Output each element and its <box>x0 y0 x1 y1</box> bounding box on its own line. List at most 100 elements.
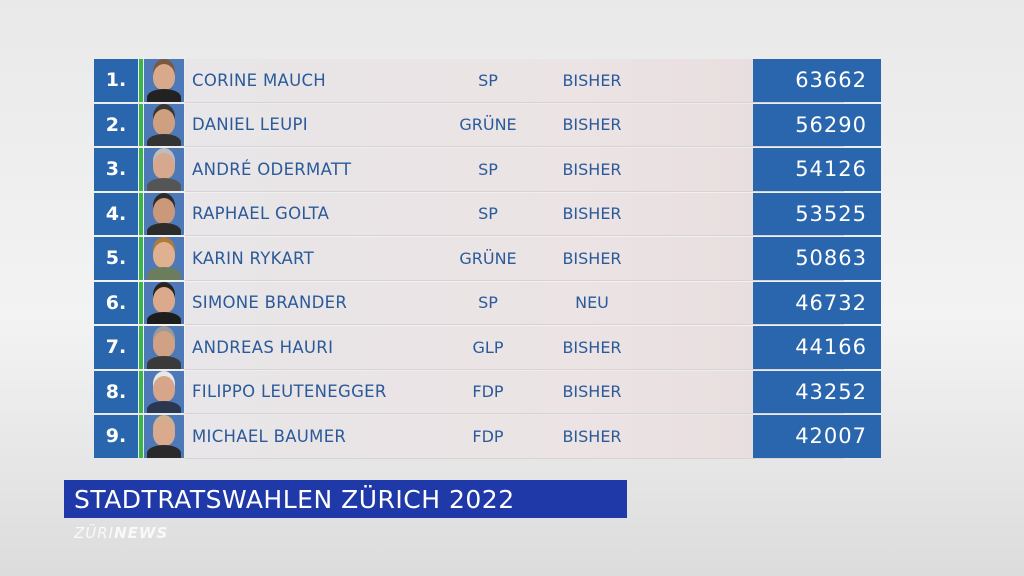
party-stripe <box>139 237 143 280</box>
rank-cell: 1. <box>94 59 138 102</box>
candidate-name: SIMONE BRANDER <box>192 293 348 313</box>
photo-head <box>153 153 175 179</box>
row-band <box>185 237 844 281</box>
rank-cell: 6. <box>94 281 138 324</box>
vote-count: 54126 <box>753 148 881 191</box>
candidate-status: BISHER <box>562 204 622 224</box>
photo-body <box>147 222 181 235</box>
party-stripe <box>139 59 143 102</box>
candidate-photo <box>144 237 184 280</box>
photo-head <box>153 197 175 224</box>
logo-part-news: NEWS <box>114 524 169 542</box>
party-stripe <box>139 103 143 146</box>
row-band <box>185 103 844 147</box>
candidate-name: ANDREAS HAURI <box>192 337 334 357</box>
photo-body <box>147 445 181 458</box>
vote-count: 50863 <box>753 237 881 280</box>
candidate-status: BISHER <box>562 70 622 90</box>
party-stripe <box>139 148 143 191</box>
photo-body <box>147 89 181 102</box>
rank-cell: 3. <box>94 148 138 191</box>
row-band <box>185 59 844 103</box>
candidate-party: SP <box>478 293 498 313</box>
candidate-party: SP <box>478 70 498 90</box>
headline-text: STADTRATSWAHLEN ZÜRICH 2022 <box>74 484 515 514</box>
candidate-party: GRÜNE <box>459 115 517 135</box>
candidate-party: GLP <box>472 337 504 357</box>
table-row: 9. MICHAEL BAUMER FDP BISHER 42007 <box>94 414 882 459</box>
rank-cell: 7. <box>94 326 138 369</box>
candidate-status: NEU <box>575 293 609 313</box>
candidate-status: BISHER <box>562 337 622 357</box>
candidate-photo <box>144 370 184 413</box>
rank-cell: 2. <box>94 103 138 146</box>
party-stripe <box>139 281 143 324</box>
candidate-party: SP <box>478 204 498 224</box>
photo-head <box>153 375 175 402</box>
row-band <box>185 415 844 459</box>
photo-body <box>147 267 181 280</box>
photo-body <box>147 133 181 146</box>
row-band <box>185 370 844 414</box>
photo-head <box>153 331 175 357</box>
candidate-photo <box>144 281 184 324</box>
candidate-status: BISHER <box>562 382 622 402</box>
candidate-party: SP <box>478 159 498 179</box>
candidate-photo <box>144 148 184 191</box>
candidate-party: FDP <box>472 426 504 446</box>
results-table: 1. CORINE MAUCH SP BISHER 63662 2. DANIE… <box>94 58 882 459</box>
candidate-name: MICHAEL BAUMER <box>192 426 347 446</box>
vote-count: 46732 <box>753 281 881 324</box>
row-band <box>185 326 844 370</box>
vote-count: 43252 <box>753 370 881 413</box>
candidate-photo <box>144 192 184 235</box>
candidate-party: FDP <box>472 382 504 402</box>
candidate-photo <box>144 103 184 146</box>
candidate-name: DANIEL LEUPI <box>192 115 308 135</box>
photo-head <box>153 64 175 90</box>
candidate-photo <box>144 415 184 458</box>
photo-head <box>153 420 175 446</box>
table-row: 6. SIMONE BRANDER SP NEU 46732 <box>94 281 882 325</box>
candidate-name: RAPHAEL GOLTA <box>192 204 330 224</box>
photo-body <box>147 356 181 369</box>
photo-head <box>153 108 175 135</box>
photo-head <box>153 242 175 268</box>
table-row: 3. ANDRÉ ODERMATT SP BISHER 54126 <box>94 147 882 192</box>
table-row: 5. KARIN RYKART GRÜNE BISHER 50863 <box>94 236 882 281</box>
photo-body <box>147 178 181 191</box>
party-stripe <box>139 192 143 235</box>
rank-cell: 4. <box>94 192 138 235</box>
candidate-status: BISHER <box>562 159 622 179</box>
vote-count: 44166 <box>753 326 881 369</box>
photo-head <box>153 286 175 313</box>
vote-count: 56290 <box>753 103 881 146</box>
logo-part-zueri: ZÜRI <box>74 524 115 542</box>
candidate-name: FILIPPO LEUTENEGGER <box>192 382 387 402</box>
table-row: 4. RAPHAEL GOLTA SP BISHER 53525 <box>94 192 882 236</box>
table-row: 1. CORINE MAUCH SP BISHER 63662 <box>94 58 882 103</box>
candidate-name: KARIN RYKART <box>192 248 314 268</box>
table-row: 2. DANIEL LEUPI GRÜNE BISHER 56290 <box>94 103 882 147</box>
party-stripe <box>139 415 143 458</box>
candidate-name: ANDRÉ ODERMATT <box>192 159 352 179</box>
rank-cell: 8. <box>94 370 138 413</box>
vote-count: 42007 <box>753 415 881 458</box>
candidate-status: BISHER <box>562 115 622 135</box>
row-band <box>185 148 844 192</box>
party-stripe <box>139 326 143 369</box>
zuerinews-logo: ZÜRINEWS <box>74 524 168 542</box>
candidate-status: BISHER <box>562 248 622 268</box>
row-band <box>185 192 844 236</box>
candidate-photo <box>144 326 184 369</box>
vote-count: 63662 <box>753 59 881 102</box>
photo-body <box>147 400 181 413</box>
candidate-name: CORINE MAUCH <box>192 70 326 90</box>
table-row: 7. ANDREAS HAURI GLP BISHER 44166 <box>94 325 882 370</box>
candidate-status: BISHER <box>562 426 622 446</box>
party-stripe <box>139 370 143 413</box>
rank-cell: 9. <box>94 415 138 458</box>
headline-banner: STADTRATSWAHLEN ZÜRICH 2022 <box>64 480 627 518</box>
photo-body <box>147 311 181 324</box>
vote-count: 53525 <box>753 192 881 235</box>
